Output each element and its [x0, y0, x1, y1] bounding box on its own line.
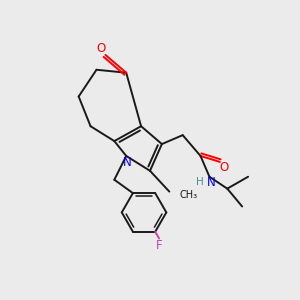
Text: CH₃: CH₃ — [180, 190, 198, 200]
Text: O: O — [96, 42, 106, 56]
Text: F: F — [156, 238, 162, 251]
Text: N: N — [207, 176, 215, 189]
Text: H: H — [196, 177, 204, 187]
Text: N: N — [123, 156, 132, 169]
Text: O: O — [220, 161, 229, 174]
